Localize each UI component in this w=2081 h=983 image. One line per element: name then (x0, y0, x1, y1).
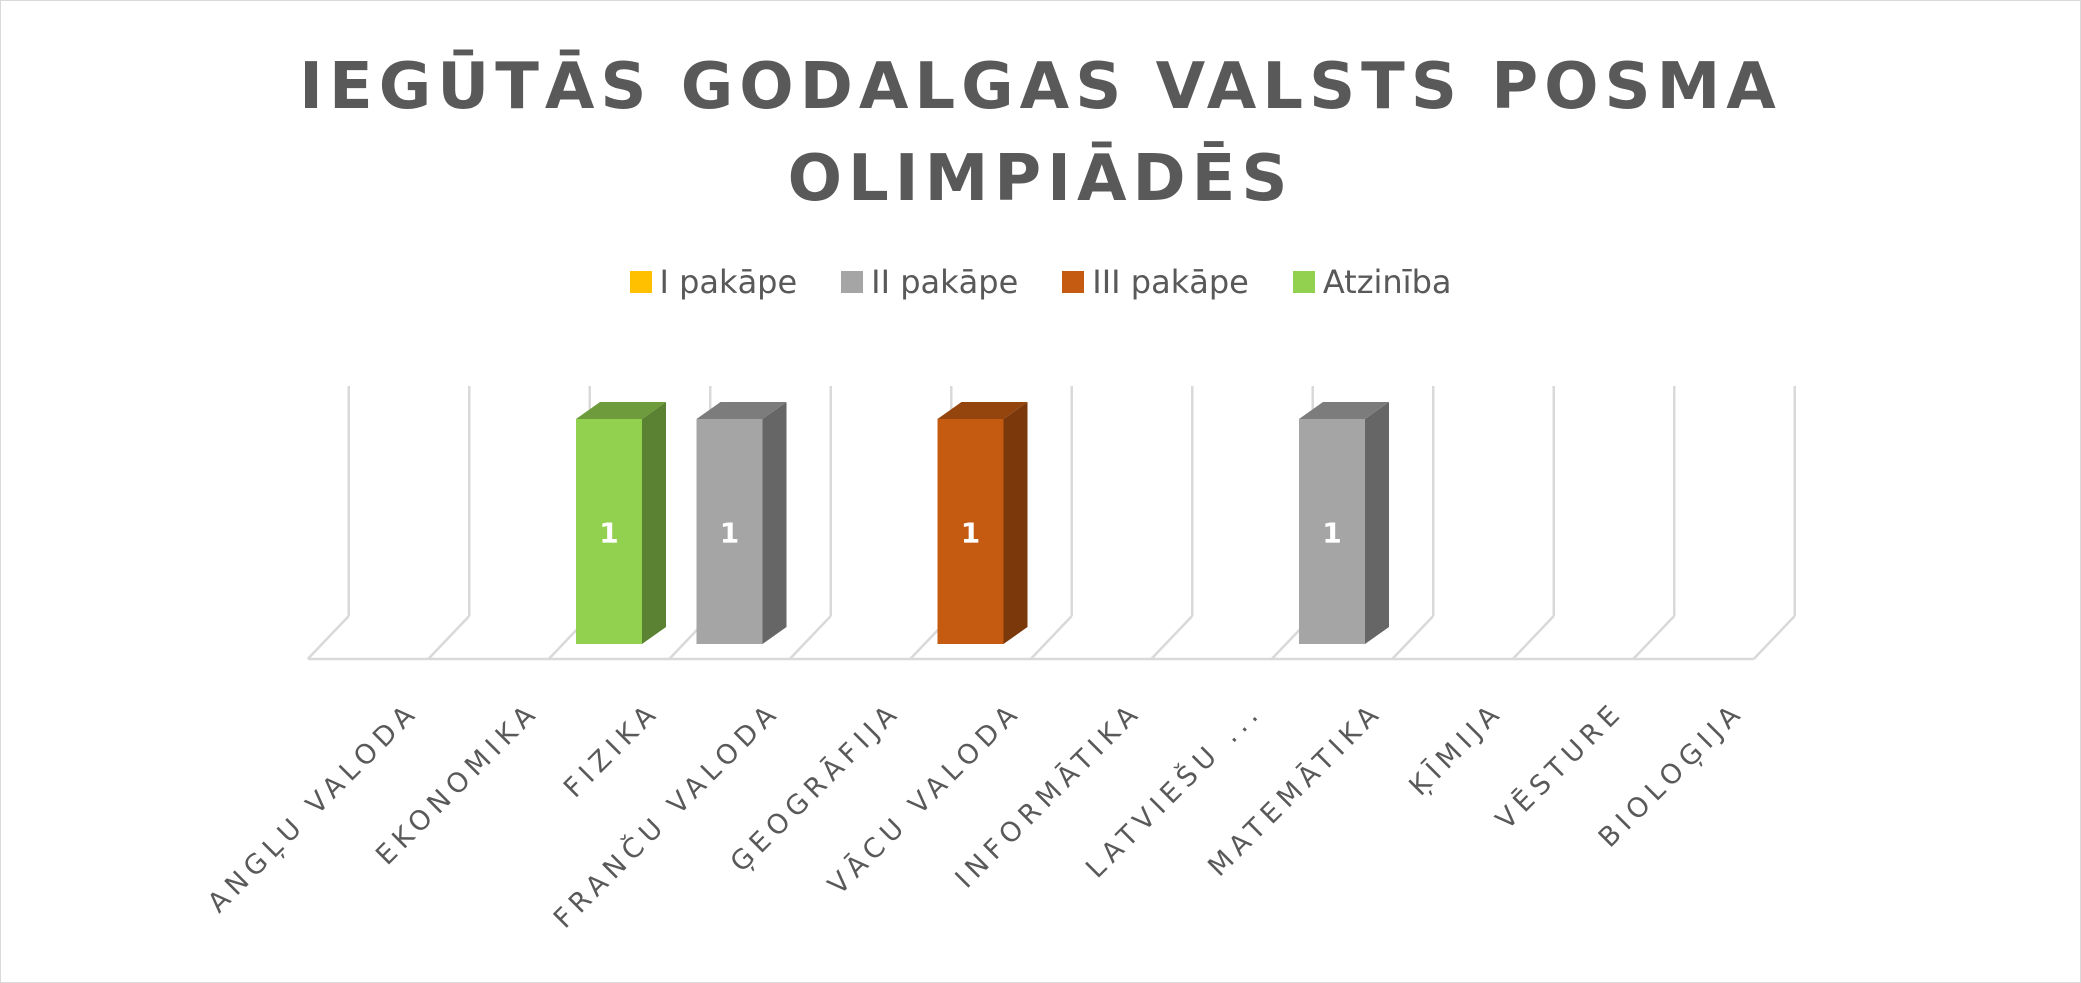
legend-label-iii-pakape: III pakāpe (1092, 263, 1249, 301)
bar-ii-pakape-matematika-side (1365, 402, 1389, 644)
floor-gridline-4 (788, 615, 832, 660)
bar-ii-pakape-matematika-front (1299, 419, 1365, 644)
x-tick-label-3: FRANČU VALODA (547, 695, 786, 934)
bar-ii-pakape-matematika-data-label: 1 (1322, 517, 1341, 550)
legend-swatch-ii-pakape (841, 271, 864, 293)
legend-swatch-i-pakape (629, 271, 652, 293)
bar-atziniba-fizika-side (642, 402, 666, 644)
floor-gridline-7 (1150, 615, 1194, 660)
floor-gridline-11 (1632, 615, 1676, 660)
bar-ii-pakape-francu-valoda-top (696, 402, 787, 419)
bar-atziniba-fizika-data-label: 1 (599, 517, 618, 550)
bar-ii-pakape-francu-valoda-data-label: 1 (720, 517, 739, 550)
floor-gridline-9 (1391, 615, 1435, 660)
bar-iii-pakape-vacu-valoda-front (937, 419, 1004, 644)
legend-swatch-atziniba (1292, 271, 1315, 293)
bar-iii-pakape-vacu-valoda-side (1003, 402, 1028, 644)
legend-label-i-pakape: I pakāpe (659, 263, 798, 301)
x-tick-label-2: FIZIKA (558, 696, 666, 804)
legend-label-atziniba: Atzinība (1322, 263, 1452, 301)
chart-title: IEGŪTĀS GODALGAS VALSTS POSMA OLIMPIĀDĒS (1, 41, 2080, 225)
x-tick-label-0: ANGĻU VALODA (202, 696, 425, 919)
legend-label-ii-pakape: II pakāpe (871, 263, 1019, 301)
bar-atziniba-fizika-top (576, 402, 666, 419)
chart-title-line-2: OLIMPIĀDĒS (787, 142, 1294, 216)
legend-item-ii-pakape: II pakāpe (841, 263, 1018, 301)
bar-iii-pakape-vacu-valoda-top (937, 402, 1028, 419)
floor-gridline-1 (427, 615, 471, 660)
legend-item-i-pakape: I pakāpe (629, 263, 798, 301)
bar-atziniba-fizika-front (576, 419, 642, 644)
bar-iii-pakape-vacu-valoda-data-label: 1 (961, 517, 980, 550)
legend-item-atziniba: Atzinība (1292, 263, 1452, 301)
floor-gridline-6 (1029, 615, 1073, 660)
bar-ii-pakape-francu-valoda-side (762, 402, 787, 644)
floor-gridline-12 (1752, 615, 1796, 660)
legend-item-iii-pakape: III pakāpe (1062, 263, 1249, 301)
bar-ii-pakape-francu-valoda-front (696, 419, 763, 644)
bar-ii-pakape-matematika-top (1299, 402, 1389, 419)
legend-swatch-iii-pakape (1062, 271, 1085, 293)
floor-gridline-0 (306, 615, 350, 660)
x-tick-label-9: ĶĪMIJA (1403, 696, 1509, 802)
chart-legend: I pakāpe II pakāpe III pakāpe Atzinība (1, 263, 2080, 301)
floor-gridline-10 (1511, 615, 1555, 660)
chart-title-line-1: IEGŪTĀS GODALGAS VALSTS POSMA (299, 50, 1782, 124)
